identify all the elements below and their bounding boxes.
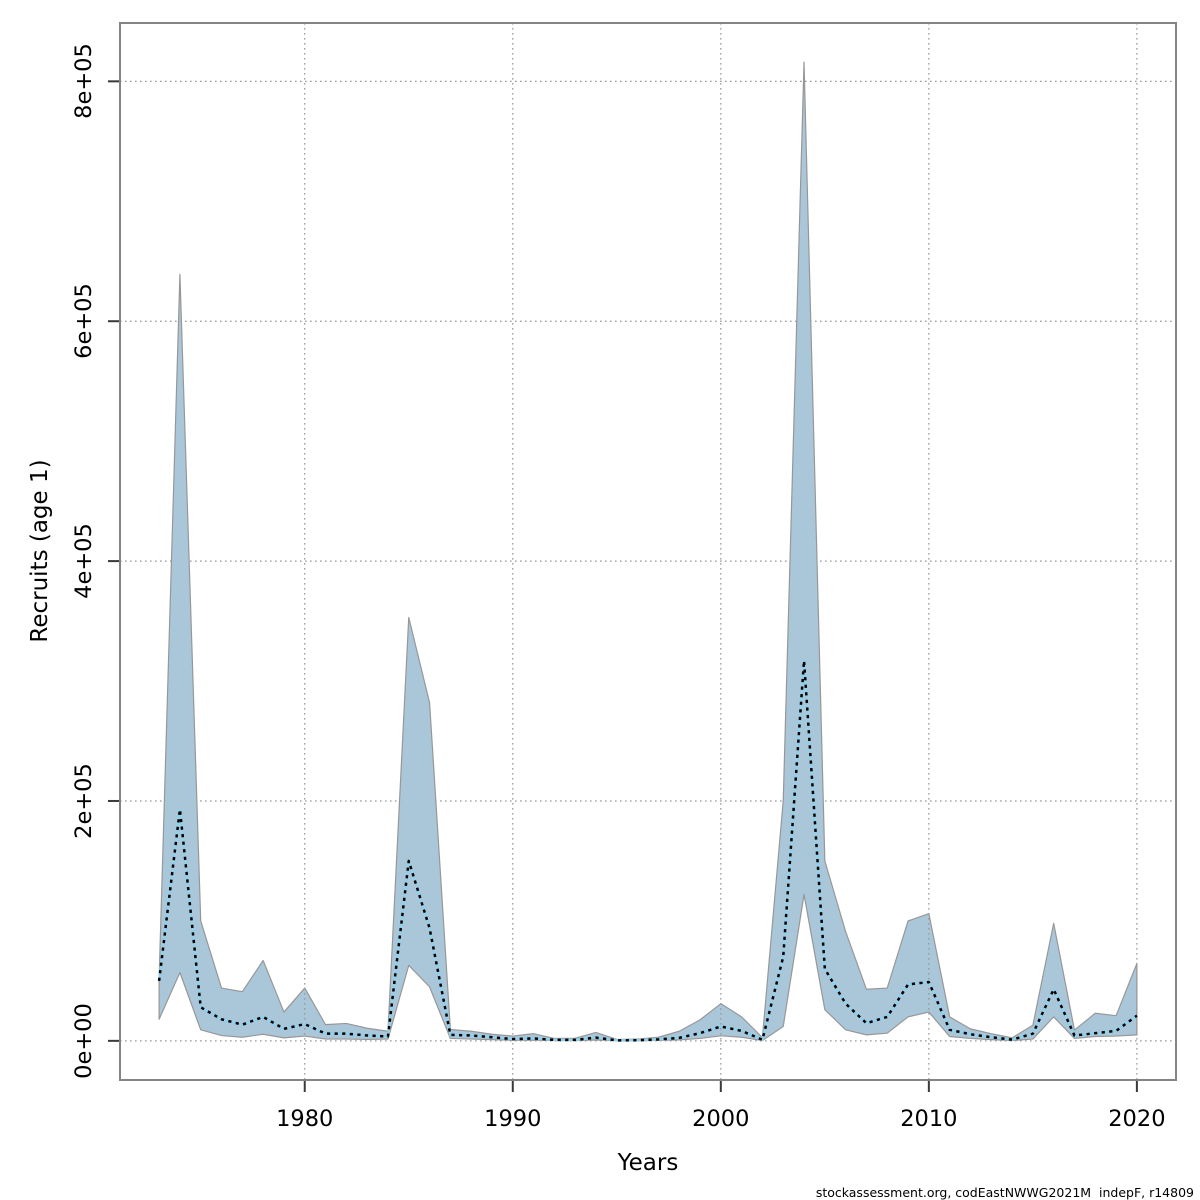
x-tick-label: 1980 bbox=[276, 1106, 334, 1132]
confidence-band bbox=[158, 61, 1138, 1042]
x-tick-label: 1990 bbox=[484, 1106, 542, 1132]
y-tick-label: 0e+00 bbox=[71, 1003, 97, 1079]
median-line-underlay bbox=[157, 659, 1138, 1042]
plot-frame bbox=[119, 22, 1177, 1081]
x-tick-label: 2020 bbox=[1108, 1106, 1166, 1132]
y-tick-label: 2e+05 bbox=[71, 763, 97, 839]
x-axis-title: Years bbox=[617, 1150, 679, 1176]
y-tick-label: 4e+05 bbox=[71, 523, 97, 599]
median-line bbox=[157, 659, 1138, 1042]
x-tick-label: 2000 bbox=[692, 1106, 750, 1132]
y-tick-label: 8e+05 bbox=[71, 43, 97, 120]
x-tick-label: 2010 bbox=[900, 1106, 958, 1132]
y-axis-title: Recruits (age 1) bbox=[27, 459, 53, 643]
y-tick-label: 6e+05 bbox=[71, 283, 97, 360]
source-caption: stockassessment.org, codEastNWWG2021M in… bbox=[815, 1185, 1194, 1200]
